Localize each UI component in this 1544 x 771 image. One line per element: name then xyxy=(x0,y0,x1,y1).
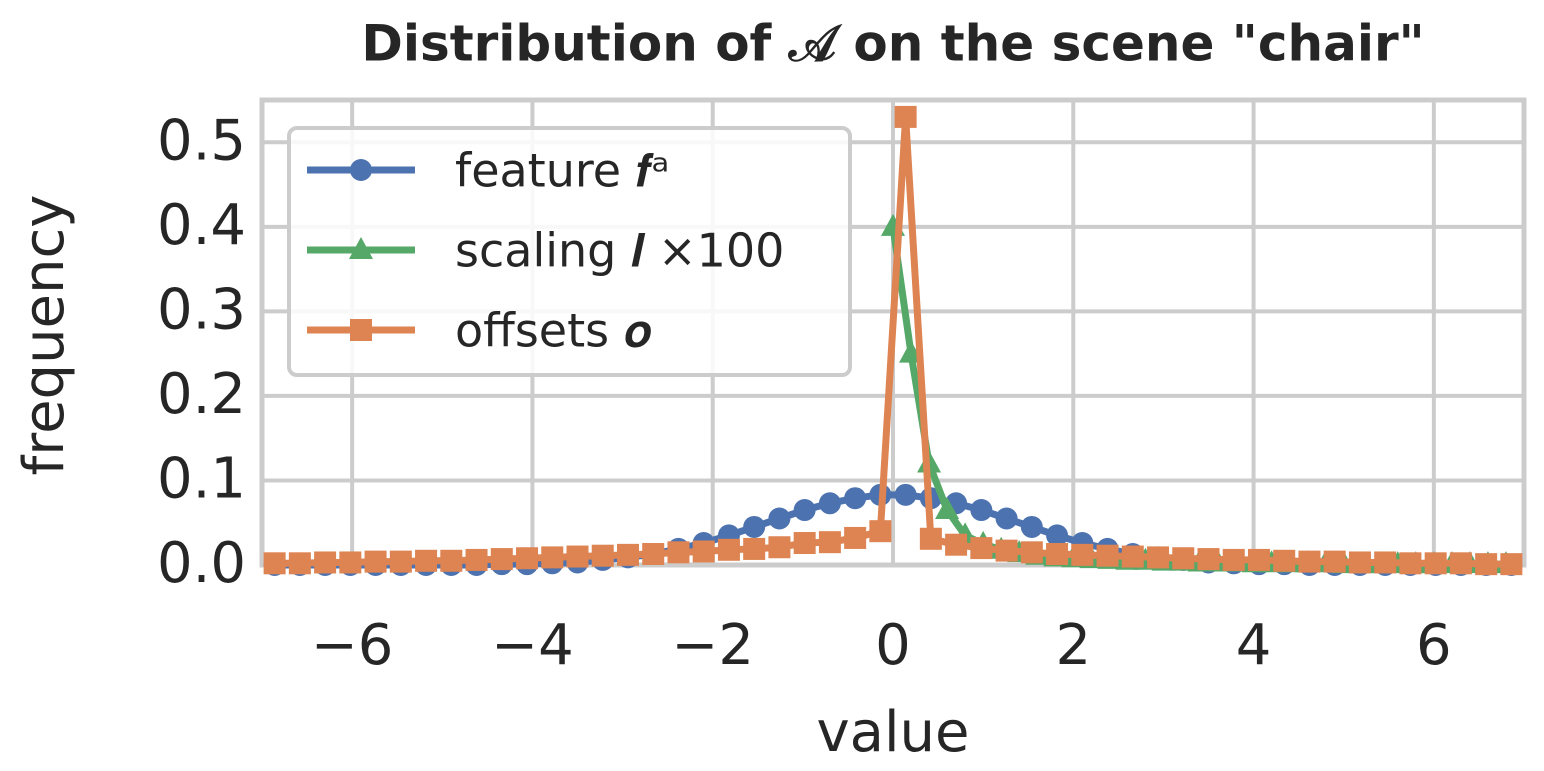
marker xyxy=(793,532,816,555)
marker xyxy=(743,537,766,560)
marker xyxy=(1197,548,1220,571)
marker xyxy=(818,492,841,515)
marker xyxy=(339,551,362,574)
y-tick-label: 0.3 xyxy=(157,278,246,343)
marker xyxy=(1071,543,1094,566)
marker xyxy=(541,546,564,569)
marker xyxy=(263,552,286,575)
marker xyxy=(1096,544,1119,567)
marker xyxy=(1374,551,1397,574)
marker xyxy=(894,483,917,506)
marker xyxy=(389,550,412,573)
legend-marker xyxy=(350,159,372,181)
marker xyxy=(844,526,867,549)
marker xyxy=(616,543,639,566)
marker xyxy=(1298,550,1321,573)
x-tick-label: 6 xyxy=(1416,613,1452,678)
marker xyxy=(945,533,968,556)
x-tick-label: 0 xyxy=(875,613,911,678)
x-tick-label: −2 xyxy=(671,613,754,678)
marker xyxy=(1147,546,1170,569)
y-tick-label: 0.2 xyxy=(157,362,246,427)
marker xyxy=(1500,553,1523,576)
legend-label: feature 𝒇ᵃ xyxy=(455,144,670,198)
marker xyxy=(768,536,791,559)
marker xyxy=(288,552,311,575)
legend-marker xyxy=(350,319,372,341)
marker xyxy=(566,545,589,568)
marker xyxy=(1222,548,1245,571)
marker xyxy=(1046,524,1069,547)
legend-label: offsets 𝒐 xyxy=(455,304,652,358)
marker xyxy=(642,543,665,566)
marker xyxy=(415,549,438,572)
chart-title: Distribution of 𝒜 on the scene "chair" xyxy=(361,15,1424,73)
y-tick-label: 0.4 xyxy=(157,193,246,258)
marker xyxy=(970,537,993,560)
marker xyxy=(440,549,463,572)
marker xyxy=(1424,552,1447,575)
marker xyxy=(1247,548,1270,571)
marker xyxy=(667,541,690,564)
marker xyxy=(970,499,993,522)
x-tick-label: 2 xyxy=(1055,613,1091,678)
marker xyxy=(364,550,387,573)
y-tick-label: 0.5 xyxy=(157,108,246,173)
marker xyxy=(314,551,337,574)
y-tick-label: 0.0 xyxy=(157,531,246,596)
legend-marker xyxy=(349,237,373,259)
marker xyxy=(1172,547,1195,570)
marker xyxy=(1323,550,1346,573)
marker xyxy=(1046,543,1069,566)
marker xyxy=(995,539,1018,562)
legend-box xyxy=(287,126,852,377)
marker xyxy=(919,527,942,550)
marker xyxy=(1449,552,1472,575)
legend-label: scaling 𝒍 ×100 xyxy=(455,224,784,278)
marker xyxy=(692,540,715,563)
marker xyxy=(869,520,892,543)
marker xyxy=(894,105,917,128)
marker xyxy=(465,548,488,571)
marker xyxy=(1273,549,1296,572)
x-tick-label: −6 xyxy=(311,613,394,678)
plot-frame xyxy=(259,97,1527,568)
marker xyxy=(768,507,791,530)
marker xyxy=(818,531,841,554)
x-axis-label: value xyxy=(817,700,970,765)
y-tick-label: 0.1 xyxy=(157,447,246,512)
marker xyxy=(935,497,960,520)
marker xyxy=(1020,515,1043,538)
legend: feature 𝒇ᵃ scaling 𝒍 ×100 offsets 𝒐 xyxy=(287,126,852,377)
marker xyxy=(591,544,614,567)
marker xyxy=(490,548,513,571)
marker xyxy=(1399,552,1422,575)
marker xyxy=(1121,545,1144,568)
x-tick-label: 4 xyxy=(1236,613,1272,678)
x-tick-label: −4 xyxy=(491,613,574,678)
marker xyxy=(1475,553,1498,576)
marker xyxy=(717,538,740,561)
y-axis-label: frequency xyxy=(12,195,77,476)
marker xyxy=(1348,551,1371,574)
marker xyxy=(743,515,766,538)
marker xyxy=(516,547,539,570)
marker xyxy=(844,487,867,510)
marker xyxy=(793,499,816,522)
marker xyxy=(995,507,1018,530)
marker xyxy=(1020,541,1043,564)
